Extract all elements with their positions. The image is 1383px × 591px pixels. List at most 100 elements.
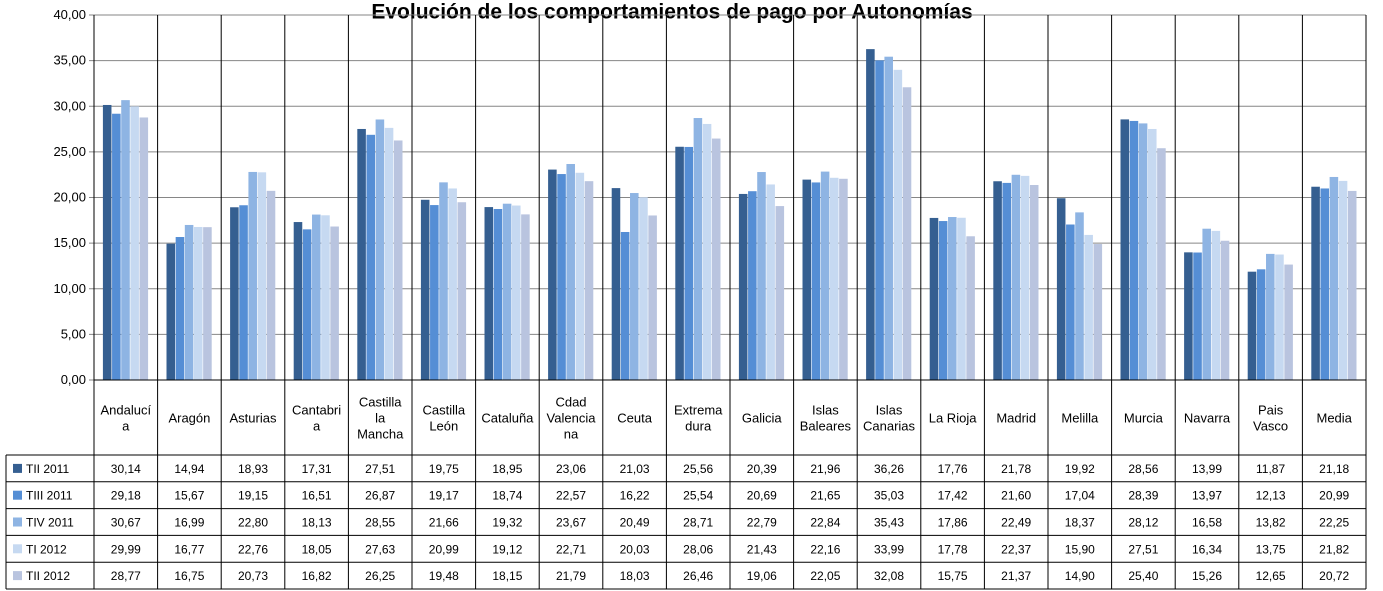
bar: [130, 106, 139, 380]
table-cell: 14,90: [1065, 569, 1095, 583]
table-cell: 30,14: [111, 462, 141, 476]
bar: [748, 191, 757, 380]
bar: [702, 123, 712, 380]
legend-key: [13, 517, 22, 527]
table-cell: 16,82: [302, 569, 332, 583]
table-cell: 22,76: [238, 542, 268, 556]
table-cell: 18,37: [1065, 516, 1095, 530]
table-cell: 19,15: [238, 489, 268, 503]
bar: [948, 217, 957, 380]
bar: [184, 224, 194, 380]
table-cell: 11,87: [1256, 462, 1285, 476]
table-cell: 18,15: [492, 569, 522, 583]
bar: [820, 171, 830, 380]
bar: [248, 171, 257, 380]
bar: [1075, 212, 1084, 380]
category-label: Islas Canarias: [863, 403, 916, 434]
category-label: Navarra: [1184, 411, 1231, 426]
table-cell: 19,92: [1065, 462, 1095, 476]
table-cell: 22,57: [556, 489, 586, 503]
bar: [1020, 175, 1030, 380]
bar: [839, 178, 848, 380]
table-cell: 16,34: [1192, 542, 1222, 556]
bar: [1066, 224, 1075, 380]
y-tick-label: 40,00: [53, 7, 86, 22]
bar: [684, 146, 694, 380]
bar: [1275, 254, 1284, 380]
bar: [511, 205, 521, 380]
bar: [557, 174, 566, 380]
bar: [1011, 174, 1021, 380]
table-cell: 17,76: [938, 462, 968, 476]
table-cell: 22,37: [1001, 542, 1031, 556]
table-cell: 27,51: [365, 462, 395, 476]
y-tick-label: 20,00: [53, 190, 86, 205]
table-cell: 26,87: [365, 489, 395, 503]
bar: [738, 193, 748, 380]
bar: [884, 56, 893, 381]
table-cell: 33,99: [874, 542, 904, 556]
bar: [357, 128, 366, 380]
bar: [802, 179, 812, 380]
bar: [1129, 120, 1139, 380]
table-cell: 28,56: [1128, 462, 1158, 476]
bar: [620, 231, 630, 380]
category-label: Media: [1316, 411, 1352, 426]
table-cell: 29,99: [111, 542, 141, 556]
bar: [521, 214, 530, 380]
table-cell: 28,77: [111, 569, 141, 583]
table-cell: 29,18: [111, 489, 141, 503]
category-label: Asturias: [230, 411, 277, 426]
bar: [457, 202, 467, 380]
category-label: Castilla León: [422, 403, 465, 434]
data-table: Andalucí a Aragón Asturias Cantabri a Castilla…: [5, 15, 1367, 590]
bar: [811, 182, 821, 380]
table-cell: 21,18: [1319, 462, 1349, 476]
table-cell: 22,80: [238, 516, 268, 530]
bar: [112, 113, 121, 381]
table-cell: 28,12: [1128, 516, 1158, 530]
bar: [384, 127, 394, 380]
bar: [566, 164, 575, 380]
bar: [1029, 184, 1039, 380]
table-cell: 15,75: [938, 569, 968, 583]
table-cell: 13,97: [1192, 489, 1222, 503]
table-cell: 18,95: [492, 462, 522, 476]
table-cell: 16,75: [174, 569, 204, 583]
bar: [1184, 252, 1193, 380]
table-cell: 28,55: [365, 516, 395, 530]
chart-title: Evolución de los comportamientos de pago…: [371, 0, 972, 23]
table-cell: 17,04: [1065, 489, 1095, 503]
bar: [675, 146, 684, 380]
table-cell: 21,65: [810, 489, 840, 503]
bar: [648, 215, 657, 380]
table-cell: 13,99: [1192, 462, 1222, 476]
table-cell: 18,05: [302, 542, 332, 556]
y-tick-label: 15,00: [53, 235, 86, 250]
table-cell: 16,99: [174, 516, 204, 530]
bar: [321, 215, 330, 380]
table-cell: 21,03: [620, 462, 650, 476]
table-cell: 12,13: [1256, 489, 1286, 503]
bar: [366, 134, 376, 380]
table-cell: 28,39: [1128, 489, 1158, 503]
table-cell: 15,26: [1192, 569, 1222, 583]
table-cell: 17,86: [938, 516, 968, 530]
table-cell: 30,67: [111, 516, 141, 530]
bar: [1347, 190, 1357, 380]
table-cell: 22,71: [556, 542, 586, 556]
bar: [957, 217, 966, 380]
table-cell: 19,48: [429, 569, 459, 583]
bar: [1256, 269, 1266, 380]
table-cell: 16,58: [1192, 516, 1222, 530]
table-cell: 18,93: [238, 462, 268, 476]
category-label: Madrid: [996, 411, 1036, 426]
bar: [1138, 123, 1148, 380]
y-tick-label: 10,00: [53, 281, 86, 296]
table-cell: 19,32: [492, 516, 522, 530]
table-cell: 35,43: [874, 516, 904, 530]
table-cell: 13,82: [1256, 516, 1286, 530]
bar: [993, 181, 1002, 380]
y-tick-label: 5,00: [61, 326, 86, 341]
